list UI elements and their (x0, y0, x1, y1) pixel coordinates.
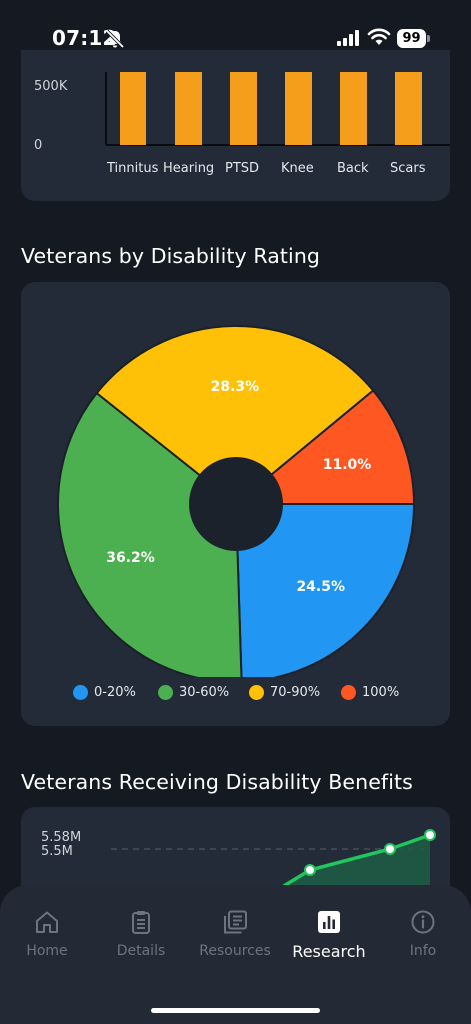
bar-chart-card: 500K 0 Tinnitus Hearing PTSD Knee Back S… (21, 50, 450, 201)
legend-label: 30-60% (179, 684, 230, 700)
bar-tinnitus (120, 72, 146, 145)
x-tick-label: Back (337, 161, 369, 176)
legend-item[interactable]: 30-60% (158, 682, 229, 702)
wifi-icon (367, 28, 391, 45)
donut-hole (189, 457, 283, 551)
tab-home[interactable]: Home (0, 909, 94, 959)
legend-swatch (158, 684, 173, 700)
legend-swatch (249, 684, 264, 700)
legend-item[interactable]: 100% (341, 682, 399, 702)
clipboard-icon (132, 911, 150, 934)
tab-research[interactable]: Research (282, 909, 376, 961)
legend-label: 70-90% (270, 684, 321, 700)
tab-label: Details (116, 943, 166, 959)
x-tick-label: PTSD (225, 161, 259, 176)
tab-label: Resources (199, 943, 271, 959)
home-icon (36, 911, 58, 933)
series-line (268, 833, 431, 897)
bell-muted-icon (105, 29, 125, 49)
info-icon (411, 910, 435, 934)
x-tick-label: Scars (390, 161, 426, 176)
legend-item[interactable]: 70-90% (249, 682, 320, 702)
bar-chart-icon (318, 911, 340, 933)
slice-value-label: 28.3% (211, 379, 260, 395)
slice-value-label: 24.5% (296, 579, 345, 595)
home-indicator (151, 1008, 320, 1013)
x-tick-label: Tinnitus (106, 161, 159, 176)
pie-section-title: Veterans by Disability Rating (21, 244, 321, 268)
pie-legend: 0-20% 30-60% 70-90% 100% (21, 682, 450, 702)
pie-chart-card: 24.5% 36.2% 28.3% 11.0% 0-20% 30-60% 70-90%… (21, 282, 450, 726)
status-time: 07:12 (52, 26, 117, 50)
x-tick-label: Hearing (163, 161, 214, 176)
library-icon (224, 910, 247, 934)
legend-item[interactable]: 0-20% (73, 682, 136, 702)
bar-chart: 500K 0 Tinnitus Hearing PTSD Knee Back S… (34, 72, 450, 176)
data-point (384, 843, 396, 855)
slice-value-label: 11.0% (323, 457, 372, 473)
tab-resources[interactable]: Resources (188, 909, 282, 959)
y-tick-label: 5.58M (41, 830, 81, 845)
bar-knee (285, 72, 312, 145)
tab-info[interactable]: Info (376, 909, 470, 959)
legend-swatch (341, 684, 356, 700)
battery-icon: 99 (397, 29, 430, 48)
bar-hearing (175, 72, 202, 145)
slice-30-60[interactable] (57, 391, 243, 683)
y-tick-label: 0 (34, 138, 42, 153)
data-point (304, 864, 316, 876)
x-tick-label: Knee (281, 161, 314, 176)
tab-label: Home (26, 943, 68, 959)
tab-label: Info (409, 943, 437, 959)
slice-value-label: 36.2% (106, 550, 155, 566)
line-section-title: Veterans Receiving Disability Benefits (21, 770, 413, 794)
tab-details[interactable]: Details (94, 909, 188, 959)
y-tick-label: 500K (34, 79, 68, 94)
status-bar: 07:12 99 (0, 0, 471, 72)
bottom-tab-bar: Home Details Resources (0, 885, 471, 1024)
slice-70-90[interactable] (95, 325, 375, 506)
bar-ptsd (230, 72, 257, 145)
slice-100[interactable] (233, 389, 416, 505)
legend-label: 0-20% (94, 684, 136, 700)
data-point (424, 829, 436, 841)
legend-swatch (73, 684, 88, 700)
battery-level: 99 (397, 29, 426, 48)
bar-scars (395, 72, 422, 145)
y-tick-label: 5.5M (41, 844, 73, 859)
cellular-signal-icon (337, 30, 359, 46)
legend-label: 100% (362, 684, 400, 700)
pie-chart: 24.5% 36.2% 28.3% 11.0% (57, 325, 416, 683)
bar-back (340, 72, 367, 145)
tab-label: Research (292, 942, 366, 961)
